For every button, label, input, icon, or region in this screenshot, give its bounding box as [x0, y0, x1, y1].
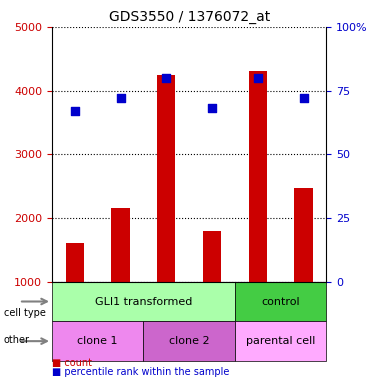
- Point: [118, 95, 124, 101]
- Text: control: control: [262, 296, 300, 306]
- Text: ■ percentile rank within the sample: ■ percentile rank within the sample: [52, 367, 229, 377]
- Text: ■ count: ■ count: [52, 358, 92, 368]
- Text: cell type: cell type: [4, 308, 46, 318]
- Text: GLI1 transformed: GLI1 transformed: [95, 296, 192, 306]
- Point: [255, 75, 261, 81]
- Text: clone 2: clone 2: [169, 336, 210, 346]
- Bar: [203, 231, 221, 282]
- FancyBboxPatch shape: [235, 282, 326, 321]
- Title: GDS3550 / 1376072_at: GDS3550 / 1376072_at: [109, 10, 270, 25]
- FancyBboxPatch shape: [144, 321, 235, 361]
- Bar: [295, 188, 313, 282]
- Bar: [66, 243, 84, 282]
- FancyBboxPatch shape: [52, 282, 235, 321]
- Text: other: other: [4, 335, 30, 345]
- Bar: [249, 71, 267, 282]
- FancyBboxPatch shape: [52, 321, 144, 361]
- Bar: [157, 74, 175, 282]
- Text: clone 1: clone 1: [78, 336, 118, 346]
- Bar: [111, 209, 130, 282]
- Point: [209, 105, 215, 111]
- Point: [72, 108, 78, 114]
- Text: parental cell: parental cell: [246, 336, 315, 346]
- FancyBboxPatch shape: [235, 321, 326, 361]
- Point: [301, 95, 306, 101]
- Point: [163, 75, 169, 81]
